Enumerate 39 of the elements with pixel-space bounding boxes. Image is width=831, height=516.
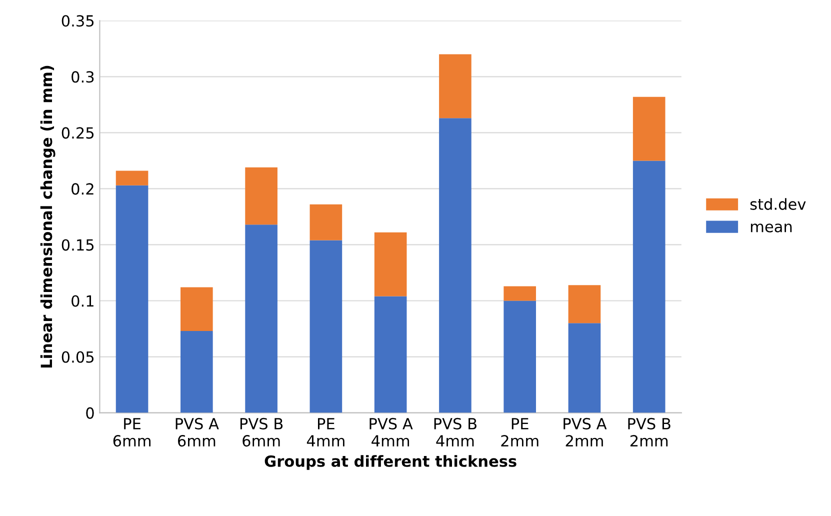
x-tick-label: PVS A 6mm — [176, 418, 219, 447]
bar — [245, 224, 278, 413]
x-tick-label: PVS A 4mm — [370, 418, 413, 446]
bar — [632, 96, 666, 161]
bar — [310, 240, 342, 413]
bar — [245, 167, 278, 225]
y-tick-label: 0.1 — [72, 295, 94, 307]
bar — [374, 232, 407, 296]
legend-label: std.dev — [750, 198, 806, 210]
y-tick-label: 0.35 — [62, 15, 94, 27]
bar — [116, 170, 148, 186]
bar — [504, 286, 536, 301]
x-tick-label: PVS B 2mm — [628, 418, 670, 446]
bar — [374, 296, 407, 413]
y-tick-label: 0.15 — [62, 239, 94, 251]
bar — [632, 160, 666, 413]
bar — [439, 118, 472, 413]
x-axis-title: Groups at different thickness — [264, 455, 516, 470]
x-tick-label: PE 4mm — [306, 418, 344, 446]
x-tick-label: PVS A 2mm — [564, 418, 607, 446]
bar — [180, 287, 213, 332]
bar — [116, 185, 148, 413]
y-tick-label: 0.3 — [72, 71, 94, 83]
y-tick-label: 0 — [86, 407, 94, 419]
x-tick-label: PVS B 4mm — [434, 418, 476, 446]
legend-label: mean — [750, 224, 792, 232]
y-tick-label: 0.2 — [72, 183, 94, 195]
y-tick-label: 0.05 — [62, 351, 94, 363]
x-tick-label: PE 2mm — [501, 418, 538, 446]
bar — [180, 331, 213, 413]
y-tick-label: 0.25 — [62, 127, 94, 139]
bar — [568, 285, 601, 324]
bar — [568, 323, 601, 413]
x-tick-label: PE 6mm — [113, 418, 150, 447]
bar — [310, 204, 342, 240]
x-tick-label: PVS B 6mm — [240, 418, 283, 447]
bar — [504, 300, 536, 413]
bar — [439, 54, 472, 118]
y-axis-title: Linear dimensional change (in mm) — [40, 66, 56, 368]
